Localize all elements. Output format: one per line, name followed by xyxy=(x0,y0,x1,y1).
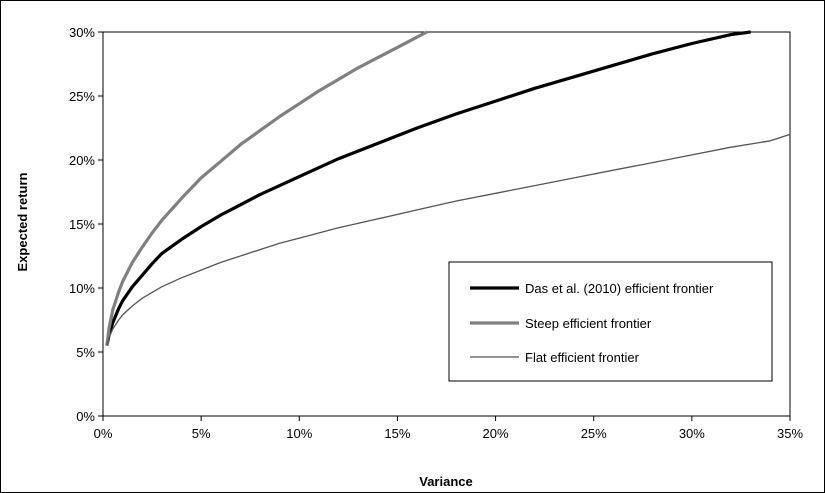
legend-label-das: Das et al. (2010) efficient frontier xyxy=(525,281,714,296)
y-tick-label: 0% xyxy=(76,409,95,424)
y-tick-label: 15% xyxy=(69,217,95,232)
y-axis-title: Expected return xyxy=(15,172,30,271)
legend-label-flat: Flat efficient frontier xyxy=(525,350,640,365)
x-tick-label: 0% xyxy=(94,426,113,441)
series-flat-line xyxy=(106,133,791,346)
series-das-line xyxy=(105,30,751,346)
legend-label-steep: Steep efficient frontier xyxy=(525,316,652,331)
y-axis-ticks: 0% 5% 10% 15% 20% 25% 30% xyxy=(69,25,103,424)
y-tick-label: 5% xyxy=(76,345,95,360)
y-tick-label: 20% xyxy=(69,153,95,168)
x-tick-label: 15% xyxy=(384,426,410,441)
x-axis-title: Variance xyxy=(419,474,473,489)
x-tick-label: 20% xyxy=(483,426,509,441)
x-tick-label: 25% xyxy=(581,426,607,441)
y-tick-label: 30% xyxy=(69,25,95,40)
x-tick-label: 5% xyxy=(192,426,211,441)
series-steep-line xyxy=(105,30,428,346)
legend: Das et al. (2010) efficient frontier Ste… xyxy=(448,261,773,382)
x-axis-ticks: 0% 5% 10% 15% 20% 25% 30% 35% xyxy=(94,416,803,441)
series-lines xyxy=(105,30,791,346)
y-tick-label: 25% xyxy=(69,89,95,104)
y-tick-label: 10% xyxy=(69,281,95,296)
x-tick-label: 30% xyxy=(679,426,705,441)
x-tick-label: 10% xyxy=(286,426,312,441)
x-tick-label: 35% xyxy=(777,426,803,441)
